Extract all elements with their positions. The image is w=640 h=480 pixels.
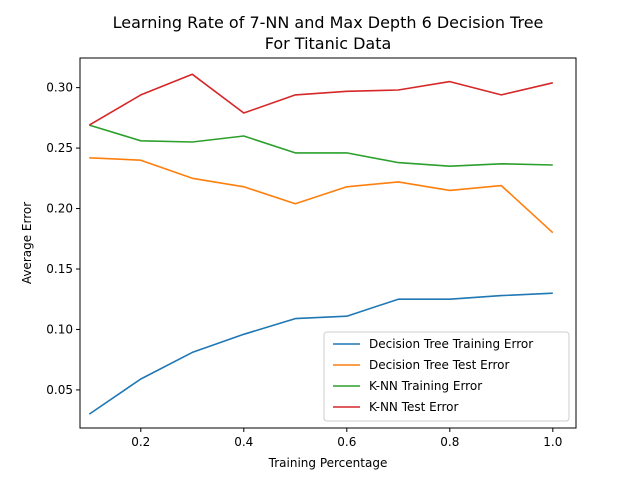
- legend-label-1: Decision Tree Training Error: [369, 337, 533, 351]
- x-tick-label: 0.2: [131, 435, 150, 449]
- series-line-4: [88, 73, 553, 126]
- legend-label-4: K-NN Test Error: [369, 400, 458, 414]
- x-axis-ticks: 0.2 0.4 0.6 0.8 1.0: [131, 428, 562, 449]
- chart-title-line-1: Learning Rate of 7-NN and Max Depth 6 De…: [113, 13, 544, 32]
- chart-title-line-2: For Titanic Data: [265, 34, 392, 53]
- y-axis-ticks: 0.05 0.10 0.15 0.20 0.25 0.30: [46, 81, 80, 397]
- x-tick-label: 0.6: [337, 435, 356, 449]
- y-tick-label: 0.05: [46, 383, 73, 397]
- y-tick-label: 0.20: [46, 202, 73, 216]
- series-line-1: [88, 292, 553, 415]
- x-tick-label: 0.8: [440, 435, 459, 449]
- y-tick-label: 0.30: [46, 81, 73, 95]
- x-axis-label: Training Percentage: [268, 456, 388, 470]
- x-tick-label: 1.0: [543, 435, 562, 449]
- y-tick-label: 0.10: [46, 322, 73, 336]
- plot-area-frame: [79, 57, 577, 429]
- series-line-3: [89, 124, 553, 167]
- legend: Decision Tree Training Error Decision Tre…: [323, 331, 570, 422]
- x-tick-label: 0.4: [234, 435, 253, 449]
- y-tick-label: 0.15: [46, 262, 73, 276]
- y-axis-label: Average Error: [20, 202, 34, 284]
- series-line-2: [89, 157, 554, 234]
- plot-lines: [88, 73, 554, 415]
- legend-label-3: K-NN Training Error: [369, 379, 482, 393]
- legend-box: [323, 331, 570, 422]
- y-tick-label: 0.25: [46, 141, 73, 155]
- legend-label-2: Decision Tree Test Error: [369, 358, 509, 372]
